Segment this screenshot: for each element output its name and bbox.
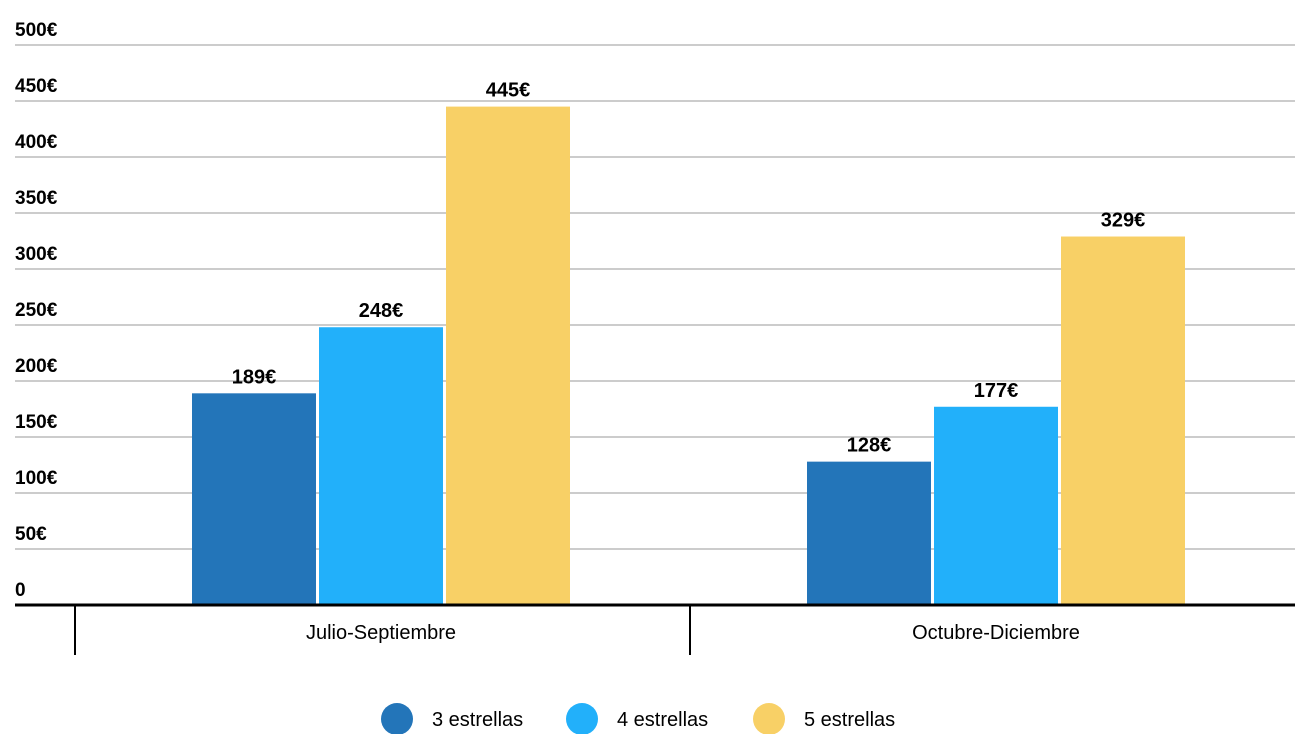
data-label: 248€ (359, 300, 404, 322)
x-tick-label: Julio-Septiembre (306, 622, 456, 644)
y-tick-label: 0 (15, 580, 26, 601)
y-tick-label: 200€ (15, 356, 58, 377)
data-label: 189€ (232, 366, 277, 388)
y-tick-label: 50€ (15, 524, 47, 545)
y-tick-label: 100€ (15, 468, 58, 489)
bar (319, 327, 443, 605)
y-tick-label: 450€ (15, 76, 58, 97)
bar (446, 106, 570, 605)
legend: 3 estrellas 4 estrellas 5 estrellas (381, 703, 895, 735)
data-labels: 189€ 248€ 445€ 128€ 177€ 329€ (232, 80, 1146, 457)
bar (1061, 236, 1185, 605)
x-axis: Julio-Septiembre Octubre-Diciembre (15, 603, 1295, 655)
data-label: 445€ (486, 80, 531, 102)
data-label: 177€ (974, 380, 1019, 402)
y-tick-label: 150€ (15, 412, 58, 433)
legend-label: 4 estrellas (617, 709, 708, 731)
bars (192, 106, 1185, 605)
bar (192, 393, 316, 605)
y-tick-label: 400€ (15, 132, 58, 153)
y-tick-label: 300€ (15, 244, 58, 265)
bar (934, 406, 1058, 605)
y-tick-label: 250€ (15, 300, 58, 321)
legend-swatch (381, 703, 413, 735)
bar (807, 461, 931, 605)
legend-label: 5 estrellas (804, 709, 895, 731)
y-tick-label: 350€ (15, 188, 58, 209)
data-label: 128€ (847, 435, 892, 457)
x-tick-label: Octubre-Diciembre (912, 622, 1080, 644)
y-axis-ticks: 0 50€ 100€ 150€ 200€ 250€ 300€ 350€ 400€ 450€ 500€ (15, 20, 58, 601)
legend-label: 3 estrellas (432, 709, 523, 731)
y-tick-label: 500€ (15, 20, 58, 41)
legend-swatch (566, 703, 598, 735)
data-label: 329€ (1101, 210, 1146, 232)
legend-swatch (753, 703, 785, 735)
